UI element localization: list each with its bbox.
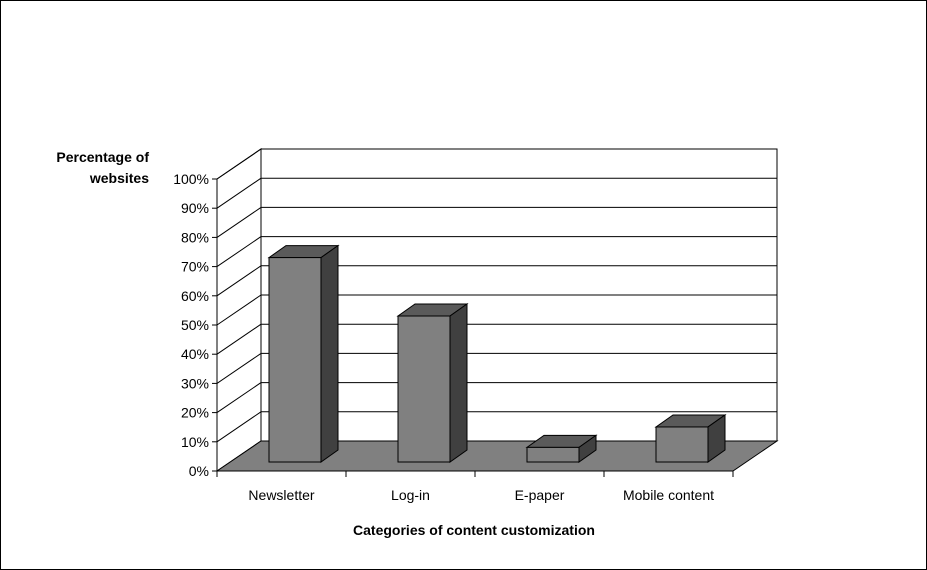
y-tick-label: 90% (181, 200, 209, 216)
x-tick-label: E-paper (515, 487, 565, 503)
x-axis-label: Categories of content customization (353, 522, 595, 538)
gridline-side (216, 265, 262, 297)
bar-front (268, 257, 322, 463)
y-tick-label: 0% (189, 463, 209, 479)
x-tick-label: Log-in (391, 487, 430, 503)
gridline-side (216, 294, 262, 326)
gridline-side (216, 206, 262, 238)
y-tick-label: 30% (181, 375, 209, 391)
x-tick-label: Mobile content (623, 487, 714, 503)
gridline-side (216, 323, 262, 355)
y-tick-label: 70% (181, 259, 209, 275)
y-tick-label: 40% (181, 346, 209, 362)
bar (654, 413, 727, 463)
bar-side (320, 244, 339, 463)
gridline-side (216, 148, 262, 180)
bar-side (449, 303, 468, 463)
gridline-side (216, 236, 262, 268)
x-tick-label: Newsletter (248, 487, 314, 503)
y-tick-label: 80% (181, 229, 209, 245)
y-tick-label: 60% (181, 288, 209, 304)
y-axis-label-line-2: websites (89, 170, 149, 186)
y-tick-label: 50% (181, 317, 209, 333)
gridline-side (216, 382, 262, 414)
bar (525, 434, 598, 463)
y-tick-label: 20% (181, 405, 209, 421)
bar-front (526, 446, 580, 463)
bar (396, 303, 469, 463)
y-tick-label: 10% (181, 434, 209, 450)
gridline-side (216, 177, 262, 209)
bar (267, 244, 340, 463)
bar-front (397, 315, 451, 463)
y-axis-label: Percentage of websites (15, 147, 149, 189)
gridline-side (216, 352, 262, 384)
y-tick-label: 100% (173, 171, 209, 187)
gridline-side (216, 411, 262, 443)
y-axis-label-line-1: Percentage of (56, 149, 149, 165)
bar-front (655, 426, 709, 463)
